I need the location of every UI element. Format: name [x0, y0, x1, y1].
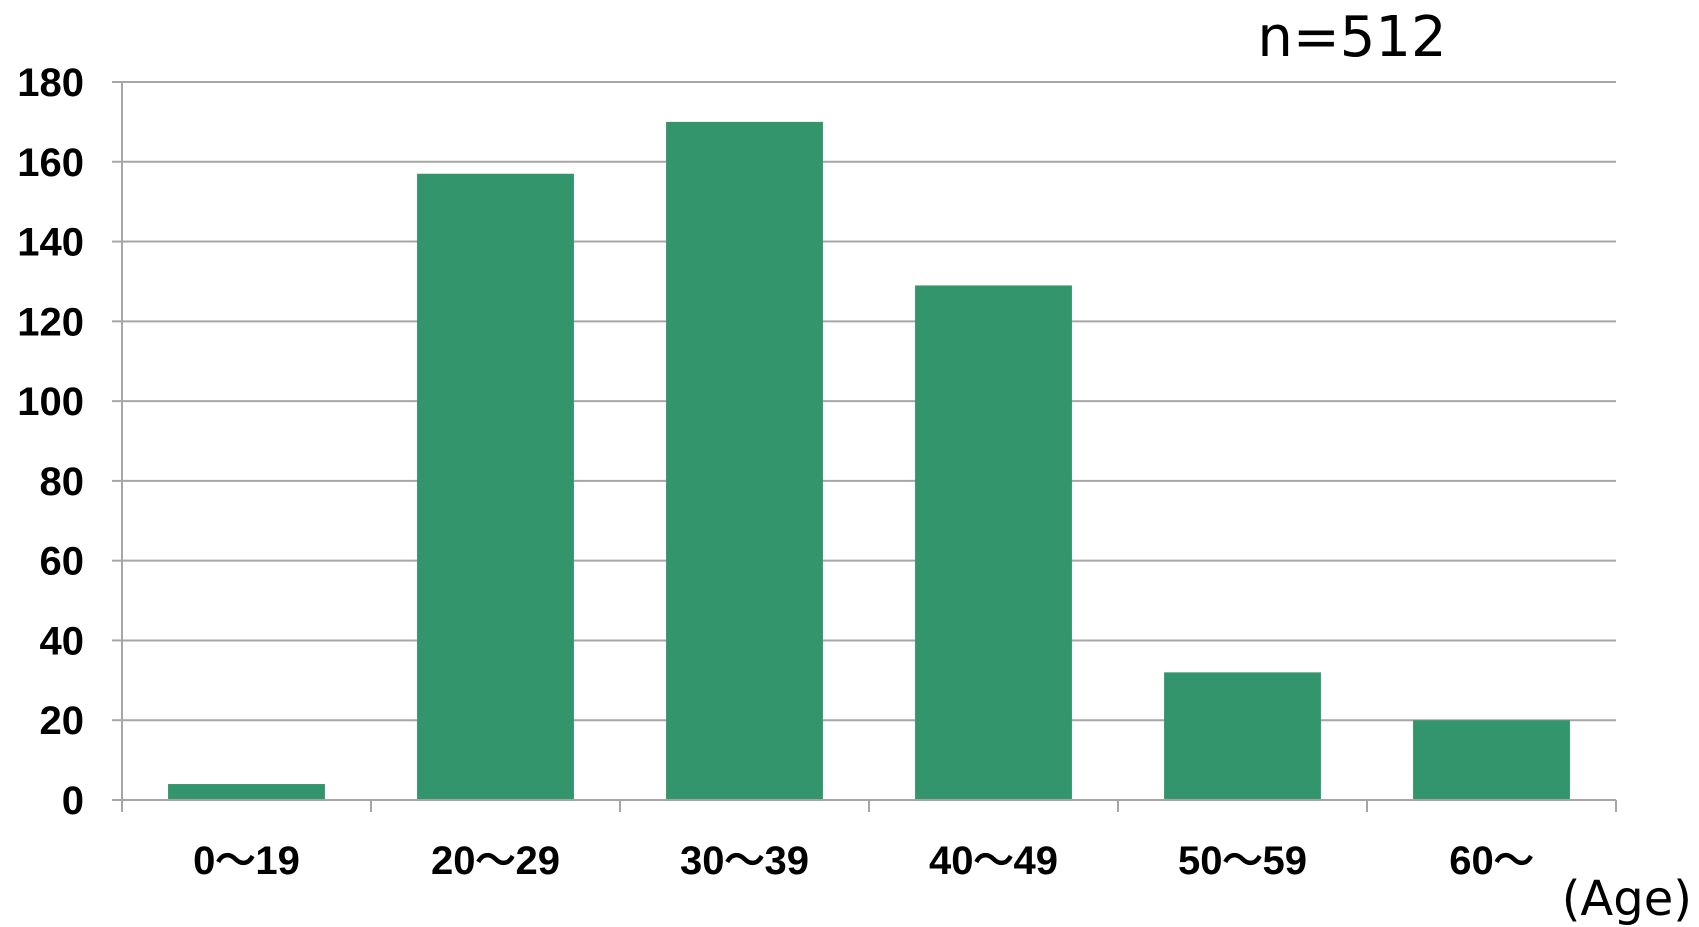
bar-2	[417, 173, 574, 800]
y-tick-label: 120	[17, 300, 84, 344]
y-tick-label: 0	[62, 779, 84, 823]
x-tick-labels: 0～19 20～29 30～39 40～49 50～59 60～	[193, 839, 1534, 883]
axes	[112, 81, 1617, 812]
x-tick-label: 20～29	[431, 839, 560, 883]
y-tick-label: 40	[40, 619, 85, 663]
x-tick-label: 40～49	[929, 839, 1058, 883]
y-tick-labels: 0 20 40 60 80 100 120 140 160 180	[17, 61, 84, 823]
bar-5	[1164, 672, 1321, 800]
y-tick-label: 180	[17, 61, 84, 105]
y-tick-label: 60	[40, 540, 85, 584]
bar-3	[666, 121, 823, 800]
x-tick-label: 50～59	[1178, 839, 1307, 883]
y-tick-label: 20	[40, 699, 85, 743]
bar-4	[915, 285, 1072, 800]
sample-size-annotation: n=512	[1257, 5, 1446, 70]
x-axis-unit-label: (Age)	[1562, 871, 1692, 927]
bar-1	[168, 784, 325, 800]
y-tick-label: 160	[17, 141, 84, 185]
gridlines	[122, 81, 1616, 722]
y-tick-label: 80	[40, 460, 85, 504]
bars	[168, 121, 1570, 800]
y-tick-label: 140	[17, 221, 84, 265]
x-tick-label: 0～19	[193, 839, 300, 883]
x-tick-label: 30～39	[680, 839, 809, 883]
y-tick-label: 100	[17, 380, 84, 424]
bar-6	[1413, 720, 1570, 800]
x-tick-label: 60～	[1449, 839, 1534, 883]
